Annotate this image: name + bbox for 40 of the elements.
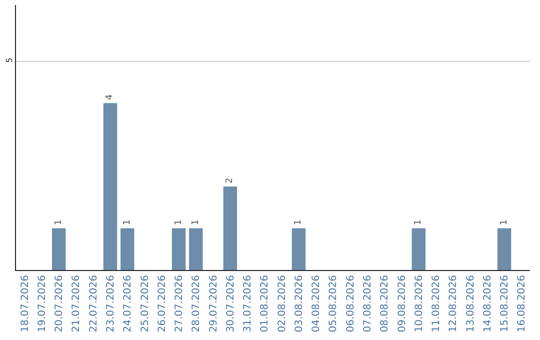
x-tick-label: 25.07.2026: [140, 275, 151, 332]
x-tick-label: 29.07.2026: [208, 275, 220, 332]
data-label: 1: [174, 220, 184, 226]
x-tick-label: 11.08.2026: [431, 275, 442, 332]
x-tick-label: 10.08.2026: [414, 275, 425, 332]
data-label: 4: [105, 94, 116, 100]
x-tick-label: 16.08.2026: [516, 275, 528, 332]
data-label: 2: [225, 178, 236, 184]
y-tick-label: 5: [4, 58, 14, 63]
x-tick-label: 30.07.2026: [225, 275, 236, 332]
x-tick-label: 20.07.2026: [54, 275, 66, 332]
x-tick-label: 05.08.2026: [328, 275, 340, 332]
data-label: 1: [499, 220, 510, 226]
x-tick-label: 28.07.2026: [191, 275, 202, 332]
x-tick-label: 24.07.2026: [122, 275, 134, 332]
x-tick-label: 18.07.2026: [20, 275, 31, 332]
data-label: 1: [414, 220, 424, 226]
x-tick-label: 26.07.2026: [156, 275, 168, 332]
x-tick-label: 21.07.2026: [71, 275, 82, 332]
x-tick-label: 04.08.2026: [311, 275, 322, 332]
x-tick-label: 12.08.2026: [448, 275, 460, 332]
x-tick-label: 22.07.2026: [88, 275, 100, 332]
x-tick-label: 31.07.2026: [242, 275, 254, 332]
x-tick-label: 09.08.2026: [396, 275, 408, 332]
x-tick-label: 27.07.2026: [174, 275, 186, 332]
x-tick-label: 15.08.2026: [500, 275, 511, 332]
x-tick-label: 03.08.2026: [294, 275, 305, 332]
x-tick-label: 07.08.2026: [362, 275, 374, 332]
x-tick-label: 06.08.2026: [345, 275, 356, 332]
data-label: 1: [190, 220, 201, 226]
x-tick-label: 02.08.2026: [276, 275, 288, 332]
x-tick-label: 19.07.2026: [36, 275, 48, 332]
x-tick-label: 14.08.2026: [482, 275, 494, 332]
x-tick-label: 13.08.2026: [465, 275, 476, 332]
x-tick-label: 08.08.2026: [380, 275, 391, 332]
data-label: 1: [54, 220, 64, 226]
x-tick-label: 01.08.2026: [260, 275, 271, 332]
data-label: 1: [294, 220, 304, 226]
data-label: 1: [122, 220, 132, 226]
x-tick-label: 23.07.2026: [105, 275, 116, 332]
